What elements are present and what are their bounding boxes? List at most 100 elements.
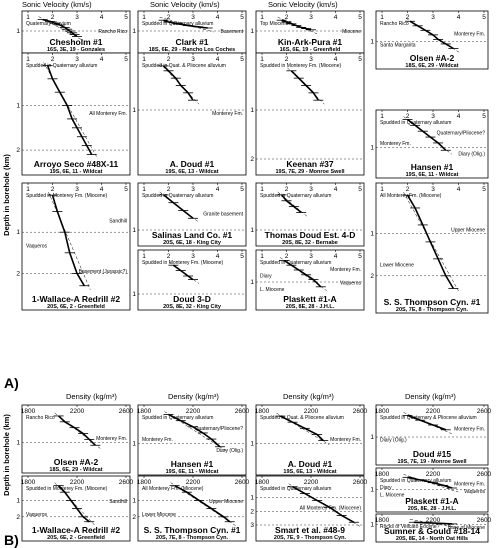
panel-4-xtick-label-0: 1 — [380, 14, 384, 21]
panel-23-trend-line — [409, 519, 459, 529]
panel-23-annotation-1: Base of Miocene — [448, 525, 485, 531]
panel-15-ytick-label-0: 1 — [16, 439, 20, 446]
panel-13-well-location: 20S, 8E, 28 - J.H.L. — [286, 304, 335, 310]
panel-1-well-location: 16S, 3E, 19 - Gonzales — [47, 47, 105, 53]
panel-1-frame — [21, 10, 131, 54]
panel-4-annotation-2: Santa Margarita — [380, 42, 416, 48]
panel-22-annotation-2: Diary — [380, 485, 392, 491]
panel-8-frame — [375, 109, 489, 179]
panel-14-trend-line — [277, 191, 308, 217]
panel-6-ytick-label-0: 1 — [132, 107, 136, 114]
panel-2-xtick-label-4: 5 — [240, 14, 244, 21]
panel-16-annotation-2: Monterey Fm. — [142, 437, 173, 443]
panel-10-xtick-label-1: 2 — [167, 186, 171, 193]
panel-12-well-name: S. S. Thompson Cyn. #1 — [384, 297, 481, 307]
panel-3-well-location: 16S, 6E, 19 - Greenfield — [280, 47, 341, 53]
panel-19-xtick-label-1: 2200 — [70, 479, 85, 486]
panel-8-ytick-label-0: 1 — [370, 144, 374, 151]
panel-11-xtick-label-3: 4 — [216, 253, 220, 260]
panel-3-xtick-label-1: 2 — [285, 14, 289, 21]
panel-22-xtick-label-2: 2600 — [477, 471, 492, 478]
section-b-y-axis-label: Depth in borehole (km) — [2, 414, 11, 496]
panel-14-xtick-label-1: 2 — [285, 186, 289, 193]
panel-4-well-location: 18S, 6E, 29 - Wildcat — [405, 63, 458, 69]
panel-13-annotation-0: Spudded in Quaternary alluvium — [260, 260, 331, 266]
panel-21-frame — [255, 475, 365, 542]
panel-4-xtick-label-1: 2 — [406, 14, 410, 21]
panel-3-xtick-label-2: 3 — [309, 14, 313, 21]
panel-8-xtick-label-0: 1 — [380, 113, 384, 120]
panel-6-xtick-label-3: 4 — [216, 56, 220, 63]
panel-1-xtick-label-4: 5 — [124, 14, 128, 21]
panel-23-annotation-0: Rocks of Vellcato Eocene? — [380, 524, 440, 530]
panel-9-well-name: 1-Wallace-A Redrill #2 — [32, 294, 120, 304]
panel-18-xtick-label-1: 2200 — [426, 408, 441, 415]
panel-21-annotation-0: Spudded in Quaternary alluvium — [260, 486, 331, 492]
panel-17-annotation-1: Monterey Fm. — [330, 437, 361, 443]
panel-12-xtick-label-3: 4 — [457, 186, 461, 193]
panel-11-xtick-label-2: 3 — [191, 253, 195, 260]
panel-7-xtick-label-1: 2 — [285, 56, 289, 63]
panel-9-annotation-1: Sandhill — [109, 218, 127, 224]
panel-9-ytick-label-1: 2 — [16, 270, 20, 277]
panel-18-annotation-1: Monterey Fm. — [454, 426, 485, 432]
panel-19-ytick-label-0: 1 — [16, 497, 20, 504]
panel-17-frame — [255, 404, 365, 476]
panel-15-xtick-label-2: 2600 — [119, 408, 134, 415]
panel-9-xtick-label-3: 4 — [100, 186, 104, 193]
panel-6-frame — [137, 52, 247, 176]
panel-18-ytick-label-0: 1 — [370, 434, 374, 441]
panel-13-annotation-3: Vaqueros — [340, 280, 362, 286]
panel-16-annotation-3: Diary (Olig.) — [216, 448, 243, 454]
panel-16-xtick-label-2: 2600 — [235, 408, 250, 415]
panel-8-xtick-label-2: 3 — [431, 113, 435, 120]
panel-8-trend-line — [403, 116, 452, 155]
panel-4-ytick-label-0: 1 — [370, 39, 374, 46]
panel-23-profile-line — [413, 521, 453, 525]
panel-17-annotation-0: Spudded in Quat. & Pliocene alluvium — [260, 415, 344, 421]
panel-7-well-name: Keenan #37 — [286, 159, 334, 169]
panel-20-well-location: 20S, 7E, 8 - Thompson Cyn. — [156, 535, 229, 541]
panel-2-xtick-label-0: 1 — [142, 14, 146, 21]
panel-3-xtick-label-4: 5 — [358, 14, 362, 21]
panel-11-well-location: 20S, 8E, 32 - King City — [163, 304, 222, 310]
panel-21-xtick-label-0: 1800 — [255, 479, 270, 486]
panel-20-trend-line — [170, 482, 236, 526]
panel-16-annotation-0: Spudded in Quaternary alluvium — [142, 415, 213, 421]
panel-13-xtick-label-0: 1 — [260, 253, 264, 260]
panel-5-well-name: Arroyo Seco #48X-11 — [34, 159, 119, 169]
panel-10-xtick-label-3: 4 — [216, 186, 220, 193]
panel-18-frame — [375, 404, 489, 466]
panel-11-annotation-0: Spudded in Monterey Fm. (Miocene) — [142, 260, 223, 266]
panel-12-xtick-label-0: 1 — [380, 186, 384, 193]
panel-23-well-name: Sumner & Gould #18-14 — [384, 526, 480, 536]
panel-18-well-name: Doud #15 — [413, 449, 452, 459]
panel-21-trend-line — [288, 483, 361, 527]
panel-14-ytick-label-0: 1 — [250, 227, 254, 234]
panel-13-ytick-label-0: 1 — [250, 279, 254, 286]
panel-23-ytick-label-0: 1 — [370, 522, 374, 529]
panel-12-annotation-1: Upper Miocene — [451, 228, 485, 234]
panel-12-frame — [375, 182, 489, 314]
panel-14-xtick-label-4: 5 — [358, 186, 362, 193]
panel-16-ytick-label-0: 1 — [132, 441, 136, 448]
panel-20-annotation-0: All Monterey Fm. (Miocene) — [142, 486, 204, 492]
panel-22-trend-line — [403, 474, 459, 493]
panel-1-annotation-1: Rancho Rico — [98, 29, 127, 35]
section-b-x-axis-label-1: Density (kg/m³) — [66, 392, 117, 401]
panel-4-annotation-1: Monterey Fm. — [454, 32, 485, 38]
panel-3-annotation-1: Miocene — [342, 29, 361, 35]
panel-8-annotation-2: Monterey Fm. — [380, 141, 411, 147]
panel-13-xtick-label-1: 2 — [285, 253, 289, 260]
panel-10-xtick-label-4: 5 — [240, 186, 244, 193]
panel-22-annotation-1: Monterey Fm. — [454, 482, 485, 488]
panel-6-xtick-label-2: 3 — [191, 56, 195, 63]
panel-6-xtick-label-4: 5 — [240, 56, 244, 63]
panel-13-trend-line — [279, 257, 327, 292]
panel-9-trend-line — [48, 192, 91, 290]
section-a-x-axis-label-2: Sonic Velocity (km/s) — [150, 0, 220, 9]
panel-5-well-location: 19S, 6E, 11 - Wildcat — [50, 169, 103, 175]
panel-20-profile-line — [174, 484, 231, 523]
panel-8-well-location: 19S, 6E, 11 - Wildcat — [406, 172, 459, 178]
panel-19-profile-line — [58, 485, 90, 523]
